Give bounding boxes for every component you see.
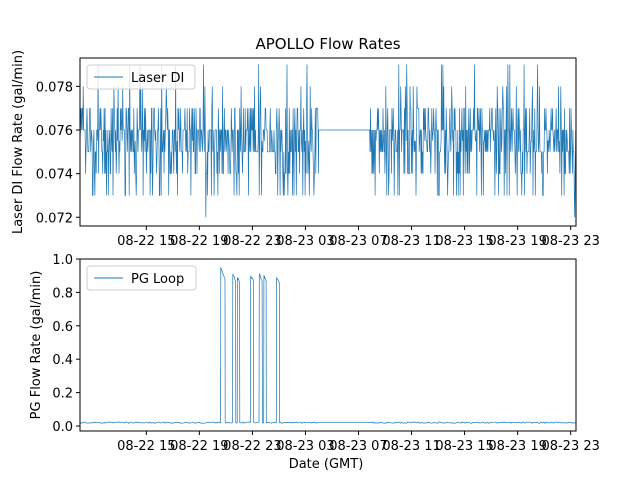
y-tick-label: 0.0: [52, 420, 73, 435]
x-tick-label: 08-23 03: [276, 234, 334, 249]
x-tick-label: 08-23 23: [541, 439, 599, 454]
chart-title: APOLLO Flow Rates: [255, 35, 400, 53]
x-tick-label: 08-23 07: [329, 439, 387, 454]
x-tick-label: 08-23 15: [435, 234, 493, 249]
laser-di-line: [79, 64, 577, 218]
pg-loop-line: [79, 267, 576, 424]
pg-loop-y-ticks: 0.0 0.2 0.4 0.6 0.8 1.0: [52, 253, 80, 435]
y-tick-label: 0.076: [36, 124, 73, 139]
x-tick-label: 08-23 15: [435, 439, 493, 454]
laser-di-legend-box: [86, 64, 196, 90]
y-tick-label: 1.0: [52, 253, 73, 268]
x-tick-label: 08-22 15: [117, 439, 175, 454]
laser-di-y-axis-label: Laser DI Flow Rate (gal/min): [11, 50, 26, 234]
pg-loop-legend: PG Loop: [86, 265, 197, 291]
x-tick-label: 08-23 11: [382, 439, 440, 454]
pg-loop-series: [79, 267, 576, 424]
x-tick-label: 08-22 23: [223, 439, 281, 454]
laser-di-axes-frame: [79, 57, 577, 227]
x-tick-label: 08-23 03: [276, 439, 334, 454]
pg-loop-y-axis-label: PG Flow Rate (gal/min): [29, 271, 44, 420]
y-tick-label: 0.072: [36, 211, 73, 226]
x-axis-label: Date (GMT): [289, 457, 364, 472]
laser-di-y-ticks: 0.072 0.074 0.076 0.078: [36, 80, 80, 226]
x-tick-label: 08-22 15: [117, 234, 175, 249]
x-tick-label: 08-22 19: [170, 234, 228, 249]
x-tick-label: 08-23 19: [488, 439, 546, 454]
y-tick-label: 0.6: [52, 320, 73, 335]
laser-di-legend-label: Laser DI: [131, 71, 184, 86]
y-tick-label: 0.078: [36, 80, 73, 95]
x-tick-label: 08-23 23: [541, 234, 599, 249]
pg-loop-axes-frame: [79, 258, 577, 432]
pg-loop-legend-box: [86, 265, 197, 291]
y-tick-label: 0.4: [52, 353, 73, 368]
y-tick-label: 0.2: [52, 387, 73, 402]
x-tick-label: 08-23 19: [488, 234, 546, 249]
pg-loop-legend-label: PG Loop: [131, 272, 184, 287]
y-tick-label: 0.074: [36, 168, 73, 183]
x-tick-label: 08-22 19: [170, 439, 228, 454]
laser-di-legend: Laser DI: [86, 64, 196, 90]
x-tick-label: 08-23 11: [382, 234, 440, 249]
y-tick-label: 0.8: [52, 286, 73, 301]
x-tick-label: 08-23 07: [329, 234, 387, 249]
laser-di-series: [79, 64, 577, 218]
x-tick-label: 08-22 23: [223, 234, 281, 249]
